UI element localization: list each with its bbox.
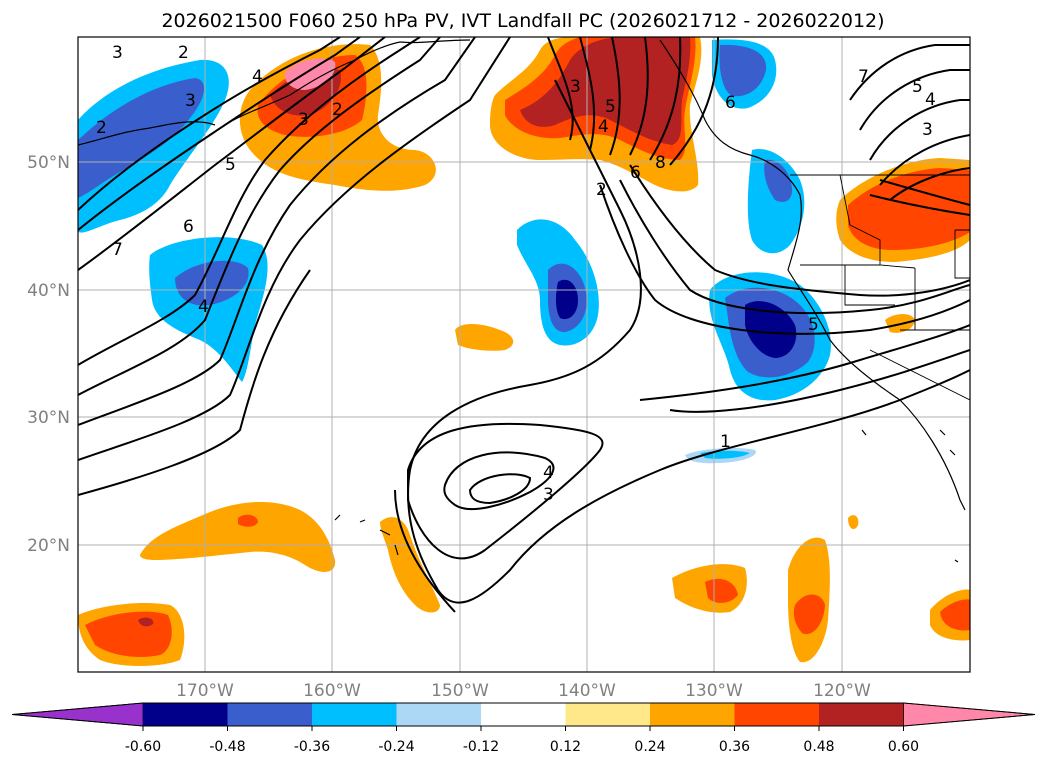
contour-label: 6 <box>725 93 736 113</box>
contour-label: 5 <box>808 315 819 335</box>
contour-label: 3 <box>922 120 933 140</box>
colorbar-segment <box>312 703 397 726</box>
colorbar-tick-label: 0.24 <box>634 739 665 755</box>
plot-title: 2026021500 F060 250 hPa PV, IVT Landfall… <box>161 10 884 32</box>
contour-label: 7 <box>112 240 123 260</box>
colorbar-segment <box>650 703 735 726</box>
colorbar-tick-label: -0.60 <box>125 739 161 755</box>
warm-region-southwest <box>140 501 336 572</box>
lon-label-170w: 170°W <box>176 681 234 701</box>
lon-label-130w: 130°W <box>685 681 743 701</box>
colorbar-segment <box>143 703 228 726</box>
lat-label-40n: 40°N <box>27 281 70 301</box>
colorbar-segment <box>396 703 482 726</box>
lon-label-120w: 120°W <box>813 681 871 701</box>
map-plot-area: 2 3 4 3 2 7 5 6 4 3 2 5 4 3 8 6 2 6 7 5 <box>77 36 971 673</box>
colorbar-tick-label: -0.12 <box>463 739 499 755</box>
coastlines <box>78 39 970 563</box>
pv-contours <box>78 37 970 613</box>
colorbar-ticks: -0.60 -0.48 -0.36 -0.24 -0.12 0.12 0.24 0.36 0.4… <box>125 726 919 755</box>
colorbar-tick-label: -0.48 <box>209 739 245 755</box>
lon-label-140w: 140°W <box>558 681 616 701</box>
latitude-labels: 50°N 40°N 30°N 20°N <box>27 153 70 556</box>
contour-label: 4 <box>198 297 209 317</box>
colorbar-tick-label: 0.48 <box>803 739 834 755</box>
contour-label: 4 <box>925 90 936 110</box>
colorbar-tick-label: -0.24 <box>378 739 414 755</box>
lat-label-30n: 30°N <box>27 408 70 428</box>
contour-label: 3 <box>112 43 123 63</box>
contour-label: 4 <box>252 67 263 87</box>
colorbar-segment <box>481 703 566 726</box>
contour-label: 3 <box>185 91 196 111</box>
contour-label: 8 <box>655 153 666 173</box>
colorbar-tick-label: -0.36 <box>294 739 330 755</box>
colorbar-segment <box>565 703 651 726</box>
colorbar-segment <box>734 703 820 726</box>
lon-label-150w: 150°W <box>431 681 489 701</box>
colorbar-extend-min <box>11 702 144 727</box>
contour-label: 2 <box>178 43 189 63</box>
colorbar-tick-label: 0.60 <box>888 739 919 755</box>
contour-label: 4 <box>543 463 554 483</box>
map-frame <box>77 36 971 673</box>
contour-label: 1 <box>720 432 731 452</box>
contour-labels: 2 3 4 3 2 7 5 6 4 3 2 5 4 3 8 6 2 6 7 5 <box>96 43 936 505</box>
contour-label: 4 <box>598 117 609 137</box>
lon-label-160w: 160°W <box>303 681 361 701</box>
contour-label: 5 <box>605 97 616 117</box>
colorbar-tick-label: 0.36 <box>719 739 750 755</box>
contour-label: 3 <box>543 485 554 505</box>
contour-label: 3 <box>298 110 309 130</box>
contour-label: 3 <box>570 77 581 97</box>
contour-label: 5 <box>912 77 923 97</box>
colorbar-segment <box>227 703 313 726</box>
longitude-labels: 170°W 160°W 150°W 140°W 130°W 120°W <box>176 681 871 701</box>
contour-label: 5 <box>225 155 236 175</box>
colorbar-extend-max <box>903 702 1036 727</box>
contour-label: 2 <box>332 100 343 120</box>
contour-label: 7 <box>858 67 869 87</box>
colorbar-segments <box>11 702 1036 727</box>
contour-label: 6 <box>630 163 641 183</box>
contour-label: 6 <box>183 217 194 237</box>
lat-label-20n: 20°N <box>27 536 70 556</box>
colorbar: -0.60 -0.48 -0.36 -0.24 -0.12 0.12 0.24 0.36 0.4… <box>11 702 1036 755</box>
colorbar-segment <box>819 703 904 726</box>
contour-label: 2 <box>596 180 607 200</box>
lat-label-50n: 50°N <box>27 153 70 173</box>
colorbar-tick-label: 0.12 <box>550 739 581 755</box>
contour-label: 2 <box>96 118 107 138</box>
